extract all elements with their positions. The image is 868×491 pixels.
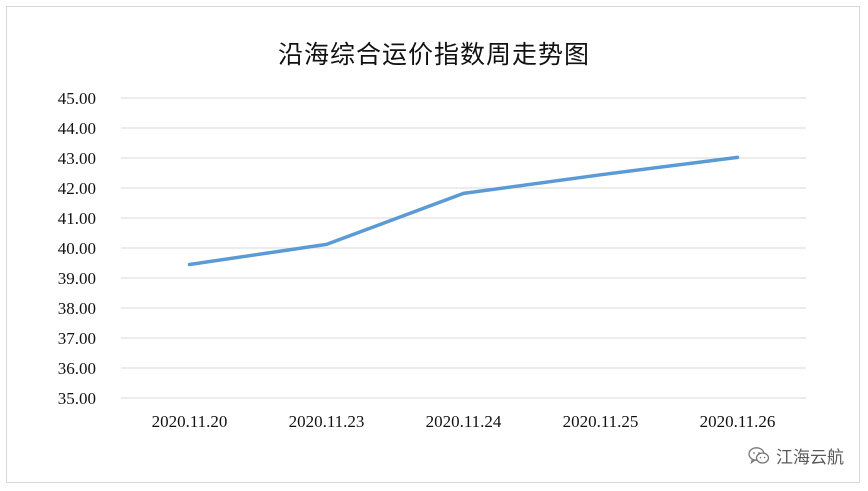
- y-tick-label: 44.00: [58, 119, 96, 138]
- data-point: [189, 264, 190, 265]
- data-point: [326, 243, 327, 245]
- x-axis-ticks: 2020.11.20 2020.11.23 2020.11.24 2020.11.25…: [152, 412, 776, 431]
- y-tick-label: 37.00: [58, 329, 96, 348]
- x-tick-label: 2020.11.20: [152, 412, 228, 431]
- y-tick-label: 38.00: [58, 299, 96, 318]
- y-tick-label: 43.00: [58, 149, 96, 168]
- y-tick-label: 40.00: [58, 239, 96, 258]
- watermark: 江海云航: [748, 443, 844, 468]
- x-tick-label: 2020.11.24: [426, 412, 502, 431]
- data-point: [600, 174, 601, 176]
- y-axis-ticks: 45.00 44.00 43.00 42.00 41.00 40.00 39.00 38.00…: [58, 89, 96, 408]
- x-tick-label: 2020.11.23: [289, 412, 365, 431]
- chart-title: 沿海综合运价指数周走势图: [277, 40, 590, 69]
- y-tick-label: 41.00: [58, 209, 96, 228]
- x-tick-label: 2020.11.25: [563, 412, 639, 431]
- y-tick-label: 35.00: [58, 389, 96, 408]
- chart-frame: [6, 6, 860, 483]
- y-tick-label: 42.00: [58, 179, 96, 198]
- watermark-text: 江海云航: [776, 448, 844, 468]
- y-tick-label: 39.00: [58, 269, 96, 288]
- wechat-icon: [748, 446, 770, 464]
- y-tick-label: 36.00: [58, 359, 96, 378]
- data-point: [463, 192, 464, 194]
- gridlines: [121, 97, 806, 399]
- x-tick-label: 2020.11.26: [700, 412, 776, 431]
- series: [187, 155, 740, 267]
- data-point: [737, 156, 738, 158]
- y-tick-label: 45.00: [58, 89, 96, 108]
